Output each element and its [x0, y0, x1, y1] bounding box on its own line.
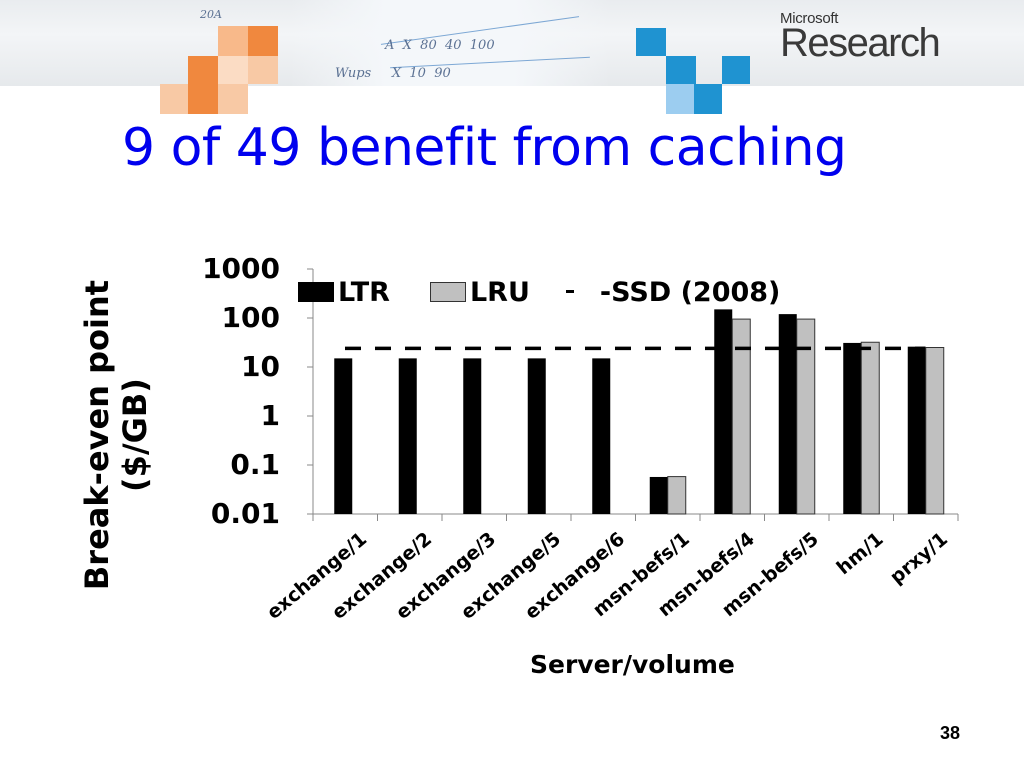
slide-title: 9 of 49 benefit from caching: [122, 118, 847, 178]
legend-item-ssd: -SSD (2008): [565, 276, 781, 308]
decor-square: [218, 26, 248, 56]
whiteboard-scribble: A X 80 40 100: [385, 38, 495, 53]
bar-ltr: [398, 358, 417, 514]
decor-square: [694, 84, 722, 114]
bar-ltr: [463, 358, 482, 514]
legend-label-ltr: LTR: [338, 276, 390, 308]
decor-square: [218, 84, 248, 114]
dashed-line-icon: [565, 289, 594, 295]
bar-lru: [925, 347, 945, 515]
legend-label-lru: LRU: [469, 276, 530, 308]
ltr-swatch-icon: [298, 282, 334, 302]
decor-square: [666, 84, 694, 114]
whiteboard-scribble: Wups X 10 90: [335, 66, 451, 81]
bar-lru: [796, 318, 816, 515]
decor-square: [636, 28, 666, 56]
legend-item-ltr: LTR: [298, 277, 390, 308]
decor-square: [248, 26, 278, 56]
decor-square: [160, 84, 188, 114]
y-tick-label: 1: [260, 399, 280, 432]
page-number: 38: [940, 723, 961, 743]
bar-ltr: [907, 346, 926, 514]
decor-square: [248, 56, 278, 84]
y-tick-label: 10: [241, 350, 280, 383]
legend-label-ssd: -SSD (2008): [599, 276, 781, 308]
logo-research-text: Research: [780, 21, 941, 65]
y-tick-label: 0.01: [210, 497, 280, 530]
bar-ltr: [778, 314, 797, 514]
whiteboard-scribble: 20A: [200, 8, 222, 21]
microsoft-research-logo: Microsoft Research: [780, 10, 941, 65]
header-banner: A X 80 40 100 Wups X 10 90 20A: [0, 0, 1024, 86]
bar-ltr: [527, 358, 546, 514]
bar-lru: [731, 318, 751, 515]
lru-swatch-icon: [429, 282, 466, 302]
decor-square: [666, 56, 696, 84]
y-tick-label: 1000: [202, 252, 280, 285]
bar-ltr: [334, 358, 353, 514]
logo-microsoft-text: Microsoft: [780, 10, 839, 27]
decor-square: [722, 56, 750, 84]
bar-ltr: [592, 358, 611, 514]
bar-lru: [860, 341, 880, 515]
decor-square: [188, 56, 218, 114]
bar-ltr: [843, 342, 862, 514]
chart-legend: LTR LRU -SSD (2008): [298, 274, 816, 310]
y-tick-label: 0.1: [230, 448, 280, 481]
legend-item-lru: LRU: [429, 276, 530, 308]
whiteboard-image: [290, 0, 610, 86]
y-tick-label: 100: [221, 301, 280, 334]
bar-lru: [667, 476, 687, 515]
bar-ltr: [649, 476, 668, 514]
x-axis-label: Server/volume: [530, 650, 735, 679]
decor-square: [218, 56, 248, 84]
bar-ltr: [714, 309, 733, 514]
